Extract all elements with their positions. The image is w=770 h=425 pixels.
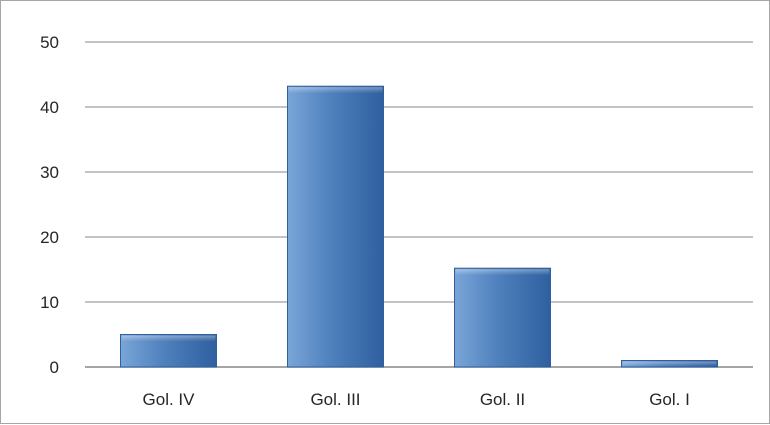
bar-gol-iii bbox=[287, 85, 384, 368]
x-axis-tick-labels: Gol. IV Gol. III Gol. II Gol. I bbox=[143, 390, 690, 409]
x-tick-label: Gol. II bbox=[480, 390, 525, 409]
bar-highlight bbox=[121, 335, 216, 342]
bar-rect bbox=[287, 85, 384, 368]
bar-gol-ii bbox=[454, 267, 551, 368]
x-tick-label: Gol. IV bbox=[143, 390, 196, 409]
gridlines bbox=[85, 41, 753, 368]
bar-highlight bbox=[622, 361, 717, 366]
y-tick-label-10: 10 bbox=[40, 293, 59, 312]
bar-highlight bbox=[288, 87, 383, 94]
y-tick-label-50: 50 bbox=[40, 33, 59, 52]
x-tick-label: Gol. III bbox=[310, 390, 360, 409]
y-tick-label-30: 30 bbox=[40, 163, 59, 182]
y-tick-label-20: 20 bbox=[40, 228, 59, 247]
bar-rect bbox=[454, 267, 551, 368]
y-axis-tick-labels: 0 10 20 30 40 50 bbox=[40, 33, 59, 377]
x-tick-label: Gol. I bbox=[649, 390, 690, 409]
bar-highlight bbox=[455, 269, 550, 276]
y-tick-label-40: 40 bbox=[40, 98, 59, 117]
bar-gol-i bbox=[621, 360, 718, 368]
y-tick-label-0: 0 bbox=[50, 358, 59, 377]
bar-gol-iv bbox=[120, 334, 217, 368]
bars bbox=[120, 85, 718, 368]
